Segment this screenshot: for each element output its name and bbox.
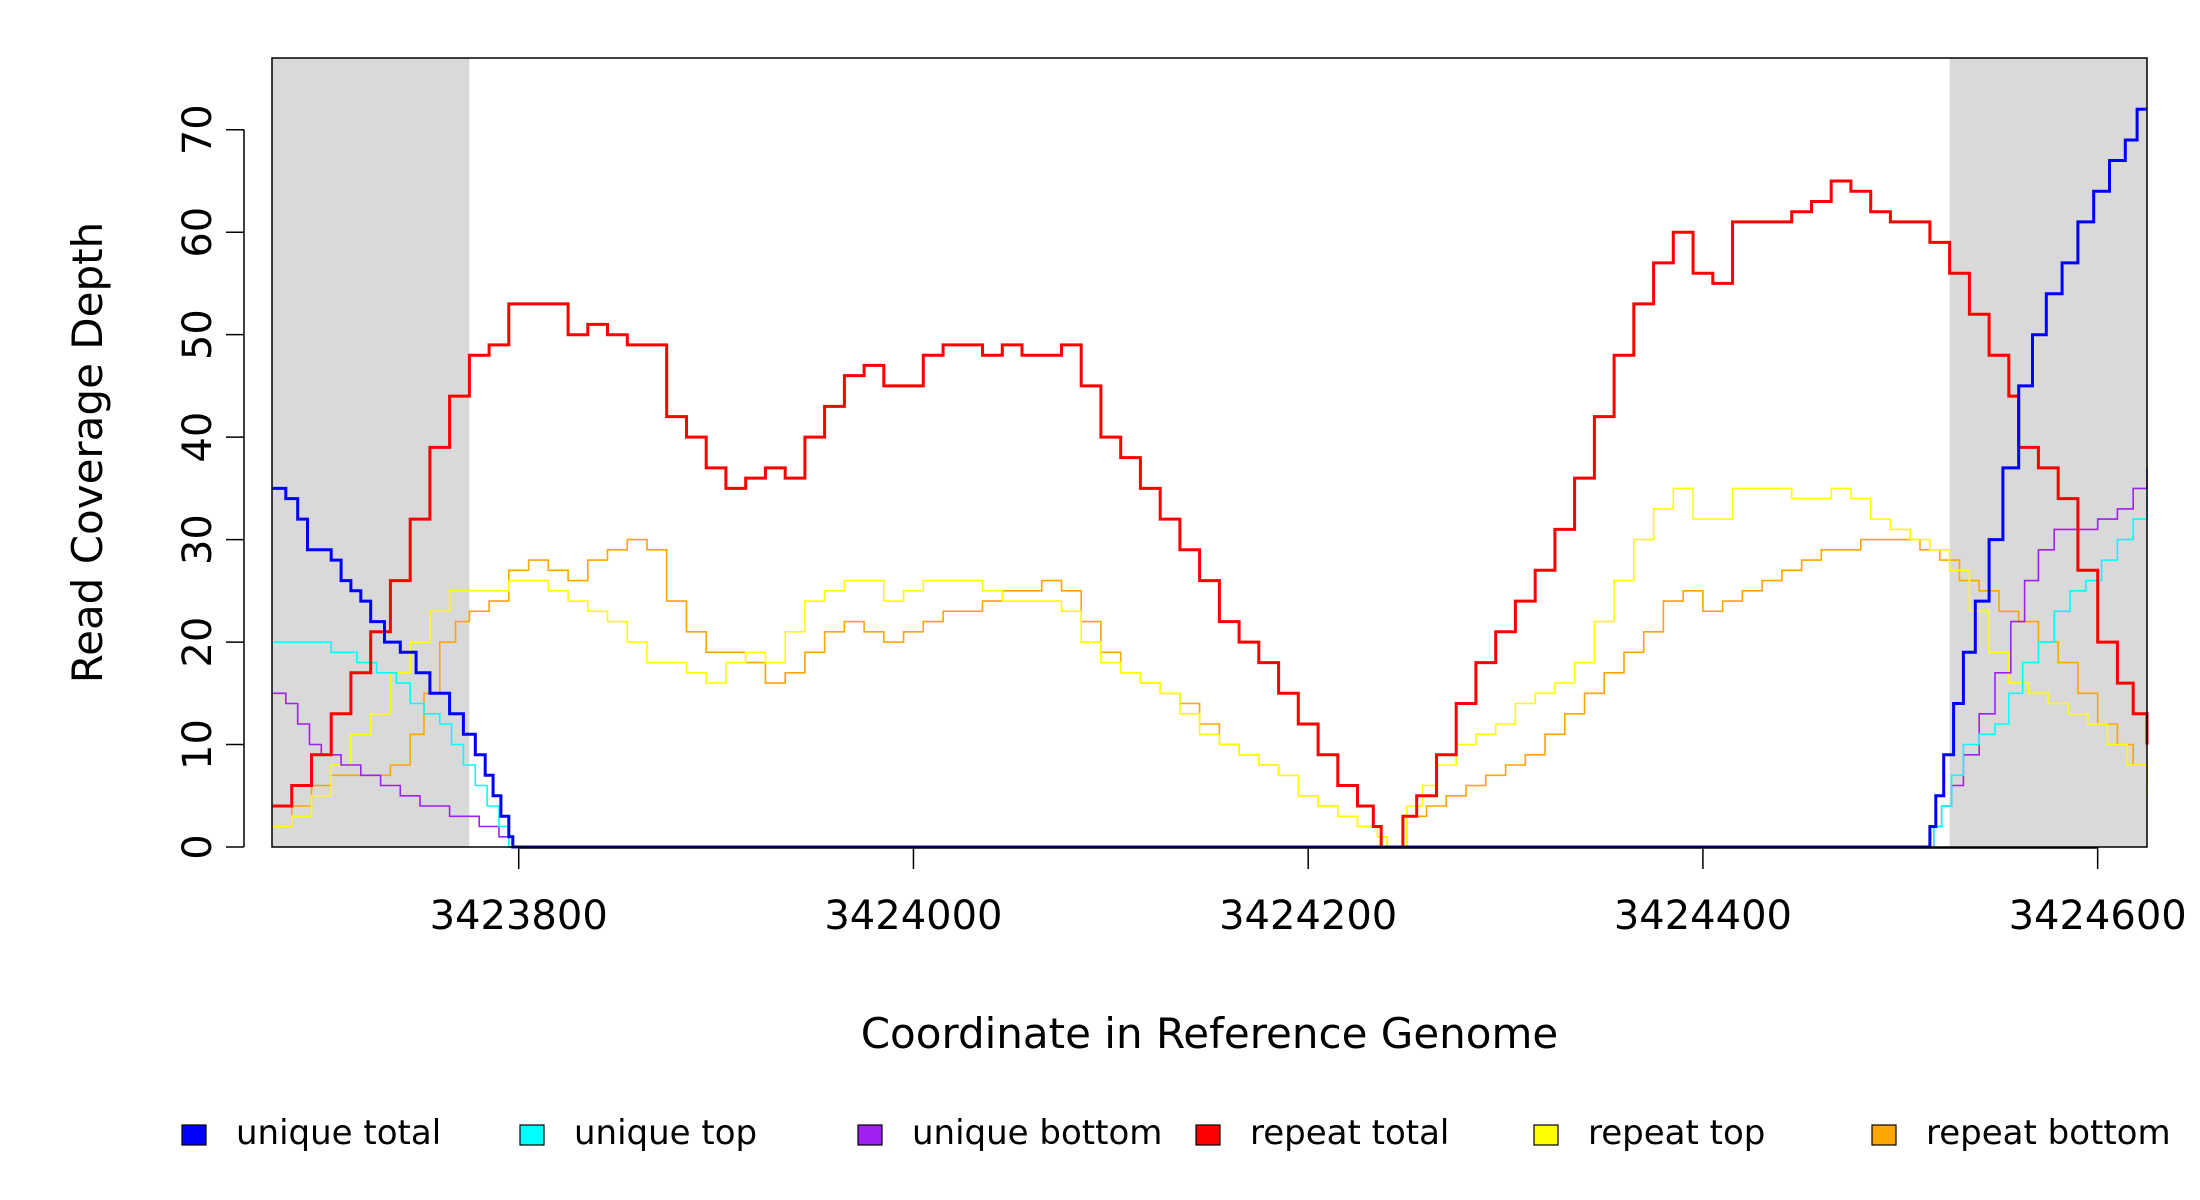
y-tick-label: 20 (175, 617, 221, 668)
legend-label: unique bottom (912, 1113, 1162, 1153)
legend-label: repeat bottom (1926, 1113, 2171, 1153)
legend-item-unique-total: unique total (181, 1113, 441, 1153)
legend-label: repeat total (1250, 1113, 1449, 1153)
legend-item-repeat-top: repeat top (1533, 1113, 1765, 1153)
legend-swatch (181, 1124, 207, 1146)
x-tick-label: 3424200 (1219, 893, 1397, 939)
series-line-repeat-top (272, 487, 2148, 848)
shaded-region-2 (1949, 58, 2147, 847)
legend-swatch (519, 1124, 545, 1146)
series-line-repeat-total (272, 179, 2149, 849)
x-axis-label: Coordinate in Reference Genome (861, 1009, 1559, 1058)
series-line-unique-bottom (272, 467, 2148, 848)
y-tick-label: 40 (175, 412, 221, 463)
y-tick-label: 50 (175, 309, 221, 360)
legend-label: repeat top (1588, 1113, 1765, 1153)
legend-item-unique-bottom: unique bottom (857, 1113, 1162, 1153)
y-tick-label: 30 (175, 514, 221, 565)
legend-swatch (857, 1124, 883, 1146)
legend-swatch (1871, 1124, 1897, 1146)
x-axis: 3423800 3424000 3424200 3424400 3424600 (430, 847, 2187, 939)
y-tick-label: 70 (175, 104, 221, 155)
y-tick-label: 60 (175, 207, 221, 258)
series-line-repeat-bottom (272, 538, 2148, 848)
x-tick-label: 3424400 (1614, 893, 1792, 939)
legend-item-unique-top: unique top (519, 1113, 757, 1153)
legend-label: unique top (574, 1113, 757, 1153)
legend-swatch (1533, 1124, 1559, 1146)
y-tick-label: 10 (175, 719, 221, 770)
series-line-unique-top (272, 488, 2148, 848)
series-lines (272, 107, 2149, 849)
y-axis-label: Read Coverage Depth (63, 222, 112, 683)
legend-label: unique total (236, 1113, 441, 1153)
x-tick-label: 3424000 (824, 893, 1002, 939)
y-tick-label: 0 (175, 834, 221, 859)
shaded-regions (272, 58, 2147, 847)
y-axis: 0 10 20 30 40 50 60 70 (175, 104, 245, 860)
legend: unique total unique top unique bottom repea… (181, 1113, 2171, 1153)
series-line-unique-total (272, 107, 2147, 849)
legend-item-repeat-bottom: repeat bottom (1871, 1113, 2171, 1153)
x-tick-label: 3423800 (430, 893, 608, 939)
x-tick-label: 3424600 (2009, 893, 2187, 939)
plot-frame (271, 57, 2148, 848)
legend-item-repeat-total: repeat total (1195, 1113, 1449, 1153)
legend-swatch (1195, 1124, 1221, 1146)
